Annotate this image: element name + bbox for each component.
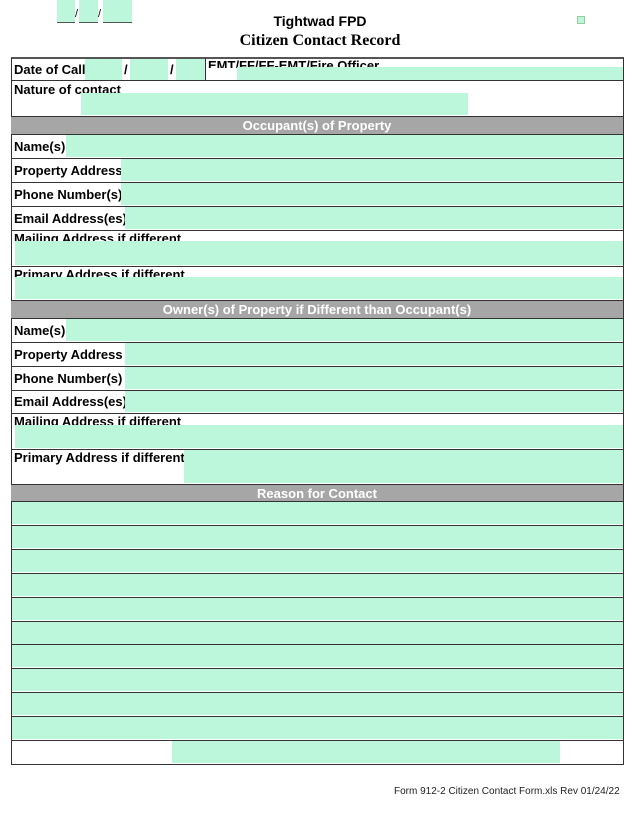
row-divider (11, 390, 623, 391)
row-divider (11, 668, 623, 670)
call-day-field[interactable] (130, 59, 168, 80)
occupant-heading: Occupant(s) of Property (11, 116, 623, 135)
form-subtitle: Citizen Contact Record (239, 32, 401, 49)
reason-line-field[interactable] (12, 645, 623, 668)
row-divider (11, 548, 623, 550)
owner-phone-label: Phone Number(s) (14, 371, 123, 386)
occupant-primary-label: Primary Address if different (14, 267, 185, 277)
reason-line-field[interactable] (12, 669, 623, 692)
row-divider (11, 134, 623, 135)
occupant-mailing-field[interactable] (15, 241, 623, 265)
call-year-field[interactable] (176, 59, 205, 80)
row-divider (11, 318, 623, 319)
row-divider (11, 572, 623, 574)
reason-line-field[interactable] (12, 693, 623, 716)
row-divider (11, 501, 623, 502)
crew-label: EMT/FF/FF-EMT/Fire Officer (208, 58, 380, 68)
top-date-day[interactable] (79, 0, 98, 23)
occupant-email-label: Email Address(es) (14, 211, 127, 226)
row-divider (11, 524, 623, 526)
row-divider (11, 266, 623, 267)
row-divider (11, 413, 623, 414)
occupant-names-field[interactable] (66, 135, 623, 157)
checkbox[interactable] (577, 16, 585, 24)
row-divider (11, 644, 623, 646)
date-sep: / (124, 62, 128, 77)
top-date-year[interactable] (103, 0, 132, 23)
form-footer: Form 912-2 Citizen Contact Form.xls Rev … (394, 786, 620, 797)
row-divider (11, 740, 623, 741)
form-table (11, 57, 624, 765)
row-divider (11, 206, 623, 207)
row-divider (11, 596, 623, 598)
occupant-names-label: Name(s) (14, 139, 66, 154)
row-divider (11, 342, 623, 343)
reason-line-field[interactable] (172, 741, 560, 763)
row-divider (11, 620, 623, 622)
reason-line-field[interactable] (12, 717, 623, 740)
row-divider (11, 80, 623, 81)
owner-mailing-field[interactable] (15, 425, 623, 448)
owner-primary-field[interactable] (184, 450, 623, 483)
occupant-mailing-label: Mailing Address if different (14, 231, 182, 241)
reason-line-field[interactable] (12, 597, 623, 620)
row-divider (11, 366, 623, 367)
top-date-month[interactable] (57, 0, 75, 23)
owner-property-label: Property Address (14, 347, 123, 362)
row-divider (11, 230, 623, 231)
top-date-sep: / (98, 8, 102, 20)
reason-heading: Reason for Contact (11, 484, 623, 502)
row-divider (11, 449, 623, 450)
owner-property-field[interactable] (125, 343, 623, 365)
owner-heading: Owner(s) of Property if Different than O… (11, 300, 623, 319)
owner-email-label: Email Address(es) (14, 394, 127, 409)
reason-line-field[interactable] (12, 502, 623, 524)
top-date-sep: / (75, 8, 79, 20)
date-sep: / (170, 62, 174, 77)
row-divider (11, 716, 623, 718)
reason-line-field[interactable] (12, 549, 623, 572)
nature-field[interactable] (81, 93, 468, 115)
occupant-property-field[interactable] (121, 159, 623, 181)
row-divider (11, 692, 623, 694)
divider (205, 58, 206, 80)
reason-line-field[interactable] (12, 621, 623, 644)
call-month-field[interactable] (85, 59, 122, 80)
occupant-email-field[interactable] (125, 207, 623, 229)
owner-mailing-label: Mailing Address if different (14, 414, 182, 425)
occupant-primary-field[interactable] (15, 277, 623, 299)
row-divider (11, 158, 623, 159)
crew-field[interactable] (237, 67, 623, 80)
page-title: Tightwad FPD (273, 13, 367, 29)
owner-names-label: Name(s) (14, 323, 66, 338)
owner-email-field[interactable] (125, 391, 623, 412)
reason-line-field[interactable] (12, 573, 623, 596)
owner-primary-label: Primary Address if different (14, 450, 185, 465)
occupant-phone-field[interactable] (121, 183, 623, 205)
owner-names-field[interactable] (66, 319, 623, 341)
reason-line-field[interactable] (12, 525, 623, 548)
occupant-property-label: Property Address (14, 163, 123, 178)
occupant-phone-label: Phone Number(s) (14, 187, 123, 202)
date-of-call-label: Date of Call (14, 62, 86, 77)
owner-phone-field[interactable] (125, 367, 623, 389)
row-divider (11, 182, 623, 183)
